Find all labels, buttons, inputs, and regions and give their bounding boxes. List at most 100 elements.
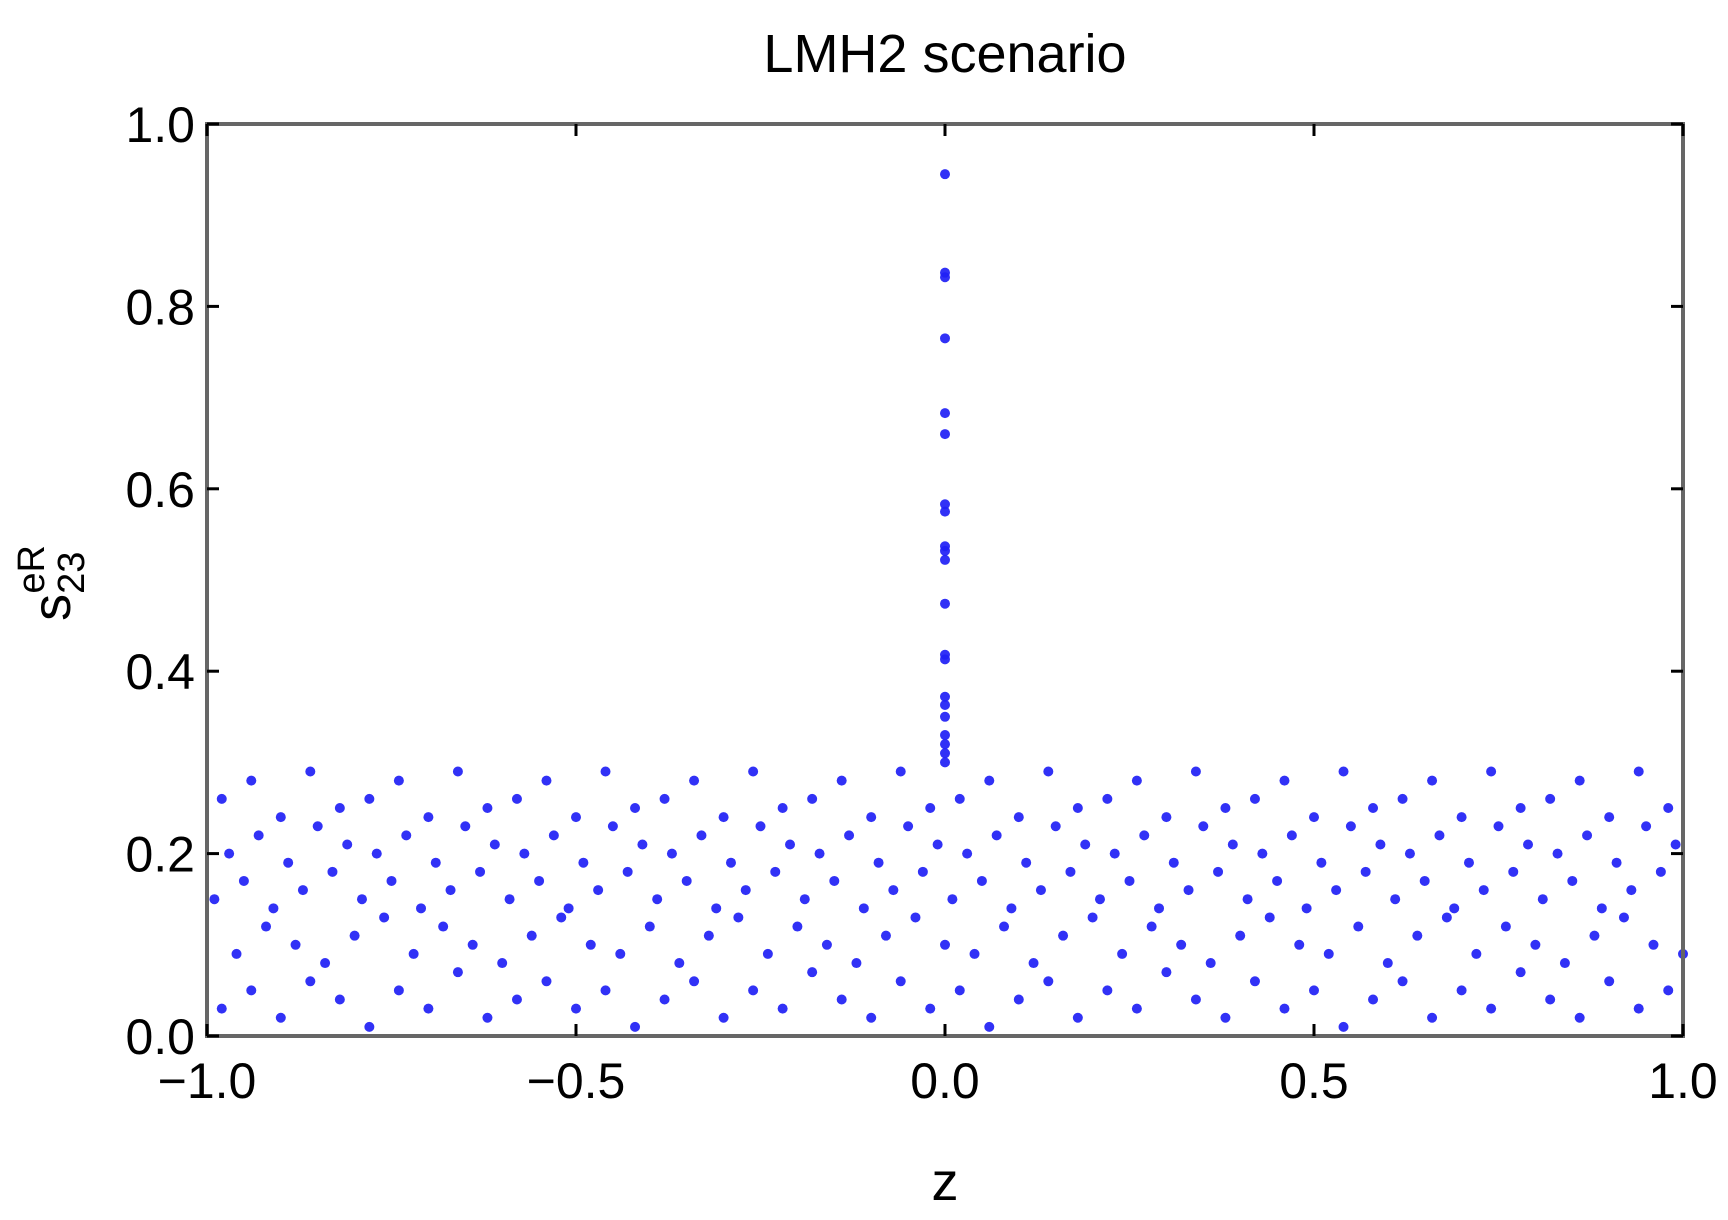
- point: [1294, 939, 1305, 950]
- point: [534, 875, 545, 886]
- point: [1102, 985, 1113, 996]
- point: [999, 921, 1010, 932]
- point: [334, 803, 345, 813]
- point: [1618, 912, 1629, 923]
- point: [696, 830, 707, 841]
- point: [593, 885, 604, 896]
- point: [600, 985, 611, 996]
- point: [1604, 976, 1615, 987]
- point: [423, 812, 434, 823]
- point: [216, 793, 227, 804]
- point: [1368, 803, 1379, 813]
- point: [1397, 793, 1408, 804]
- point: [209, 894, 220, 905]
- point: [216, 1003, 227, 1014]
- point: [777, 1003, 788, 1014]
- point: [1582, 830, 1593, 841]
- point: [1168, 857, 1179, 868]
- point: [940, 506, 950, 517]
- y-label-sub: 23: [51, 552, 93, 594]
- point: [1242, 894, 1253, 905]
- point: [275, 1012, 286, 1023]
- point: [1021, 857, 1032, 868]
- point: [1412, 930, 1423, 941]
- point: [1257, 848, 1268, 859]
- point: [1198, 821, 1209, 832]
- point: [1633, 766, 1644, 777]
- point: [452, 967, 463, 978]
- point: [519, 848, 530, 859]
- point: [386, 875, 397, 886]
- point: [1596, 903, 1607, 914]
- point: [305, 766, 316, 777]
- point: [681, 875, 692, 886]
- point: [364, 1021, 375, 1032]
- point: [711, 903, 722, 914]
- point: [1552, 848, 1563, 859]
- point: [1013, 812, 1024, 823]
- point: [652, 894, 663, 905]
- point: [497, 958, 508, 969]
- point: [954, 793, 965, 804]
- point: [511, 994, 522, 1005]
- point: [578, 857, 589, 868]
- x-tick-label: 1.0: [1648, 1053, 1718, 1109]
- point: [659, 994, 670, 1005]
- point: [1338, 1021, 1349, 1032]
- point: [1441, 912, 1452, 923]
- point: [1028, 958, 1039, 969]
- point: [408, 948, 419, 959]
- point: [1279, 775, 1290, 786]
- point: [940, 730, 950, 741]
- point: [548, 830, 559, 841]
- point: [1087, 912, 1098, 923]
- y-tick-label: 1.0: [125, 97, 195, 153]
- point: [888, 885, 899, 896]
- point: [940, 272, 950, 283]
- point: [1227, 839, 1238, 850]
- point: [1545, 994, 1556, 1005]
- y-label-base: s: [22, 594, 82, 621]
- point: [1183, 885, 1194, 896]
- point: [836, 994, 847, 1005]
- y-tick-label: 0.6: [125, 462, 195, 518]
- point: [1515, 967, 1526, 978]
- point: [401, 830, 412, 841]
- point: [1161, 967, 1172, 978]
- point: [1131, 1003, 1142, 1014]
- point: [1220, 803, 1231, 813]
- point: [1537, 894, 1548, 905]
- x-tick-label: −1.0: [158, 1053, 257, 1109]
- point: [1360, 866, 1371, 877]
- point: [814, 848, 825, 859]
- point: [829, 875, 840, 886]
- point: [947, 894, 958, 905]
- point: [1035, 885, 1046, 896]
- point: [556, 912, 567, 923]
- point: [940, 654, 950, 665]
- point: [659, 793, 670, 804]
- point: [475, 866, 486, 877]
- point: [1633, 1003, 1644, 1014]
- point: [1050, 821, 1061, 832]
- point: [290, 939, 301, 950]
- point: [541, 976, 552, 987]
- point: [1272, 875, 1283, 886]
- point: [689, 976, 700, 987]
- point: [482, 803, 493, 813]
- point: [1663, 985, 1674, 996]
- point: [740, 885, 751, 896]
- point: [1043, 976, 1054, 987]
- point: [231, 948, 242, 959]
- point: [866, 1012, 877, 1023]
- y-label-sup: eR: [11, 545, 53, 594]
- point: [600, 766, 611, 777]
- point: [1331, 885, 1342, 896]
- point: [1589, 930, 1600, 941]
- point: [438, 921, 449, 932]
- point: [1161, 812, 1172, 823]
- y-tick-label: 0.0: [125, 1009, 195, 1065]
- point: [246, 775, 257, 786]
- point: [940, 554, 950, 565]
